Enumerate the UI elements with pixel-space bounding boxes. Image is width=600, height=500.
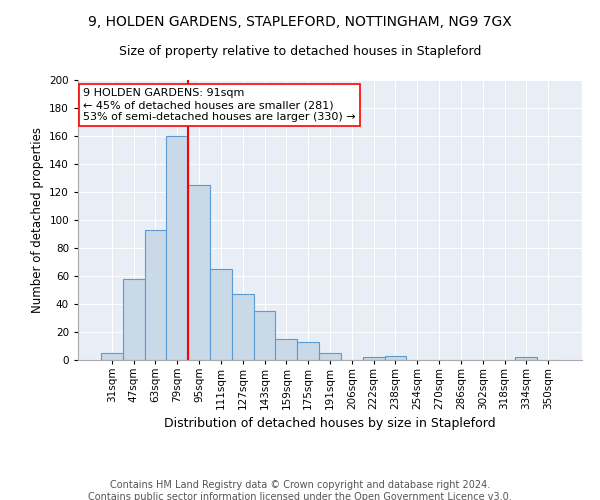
Text: Contains public sector information licensed under the Open Government Licence v3: Contains public sector information licen… [88,492,512,500]
Y-axis label: Number of detached properties: Number of detached properties [31,127,44,313]
Text: Size of property relative to detached houses in Stapleford: Size of property relative to detached ho… [119,45,481,58]
Bar [297,342,319,360]
Bar [210,269,232,360]
Bar [166,136,188,360]
Text: Contains HM Land Registry data © Crown copyright and database right 2024.: Contains HM Land Registry data © Crown c… [110,480,490,490]
Bar [123,279,145,360]
Bar [275,339,297,360]
Bar [254,311,275,360]
Bar [319,353,341,360]
Bar [385,356,406,360]
Bar [363,357,385,360]
Text: 9 HOLDEN GARDENS: 91sqm
← 45% of detached houses are smaller (281)
53% of semi-d: 9 HOLDEN GARDENS: 91sqm ← 45% of detache… [83,88,356,122]
Bar [188,185,210,360]
Bar [232,294,254,360]
Bar [145,230,166,360]
Bar [515,357,537,360]
Text: 9, HOLDEN GARDENS, STAPLEFORD, NOTTINGHAM, NG9 7GX: 9, HOLDEN GARDENS, STAPLEFORD, NOTTINGHA… [88,15,512,29]
X-axis label: Distribution of detached houses by size in Stapleford: Distribution of detached houses by size … [164,418,496,430]
Bar [101,353,123,360]
